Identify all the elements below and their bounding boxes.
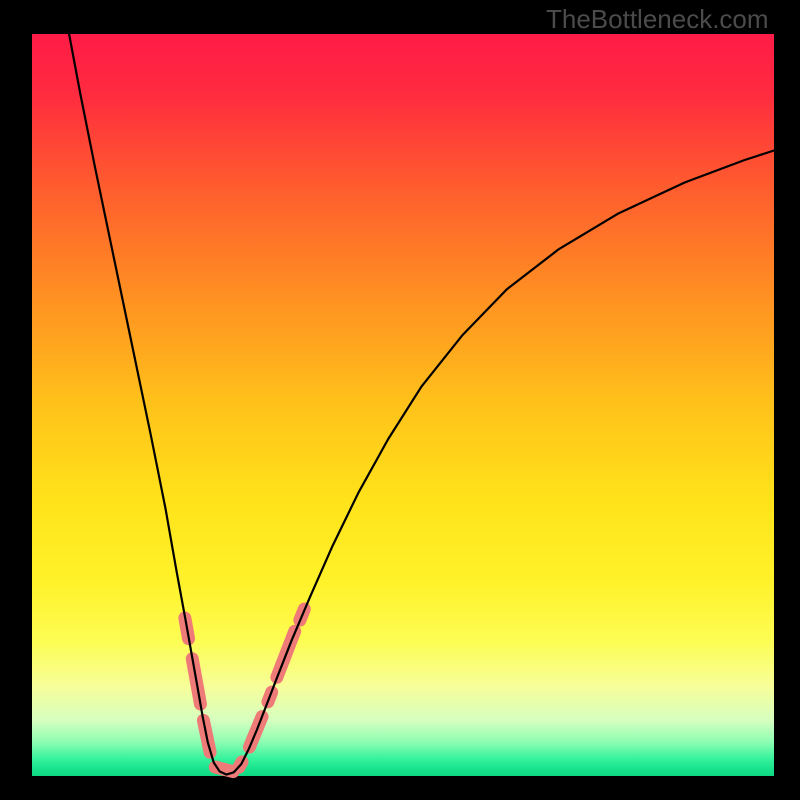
plot-frame <box>32 34 774 776</box>
bottleneck-curve <box>69 34 774 775</box>
highlight-segments <box>185 609 304 772</box>
curve-layer <box>32 34 774 776</box>
chart-stage: TheBottleneck.com <box>0 0 800 800</box>
watermark-text: TheBottleneck.com <box>546 4 769 35</box>
